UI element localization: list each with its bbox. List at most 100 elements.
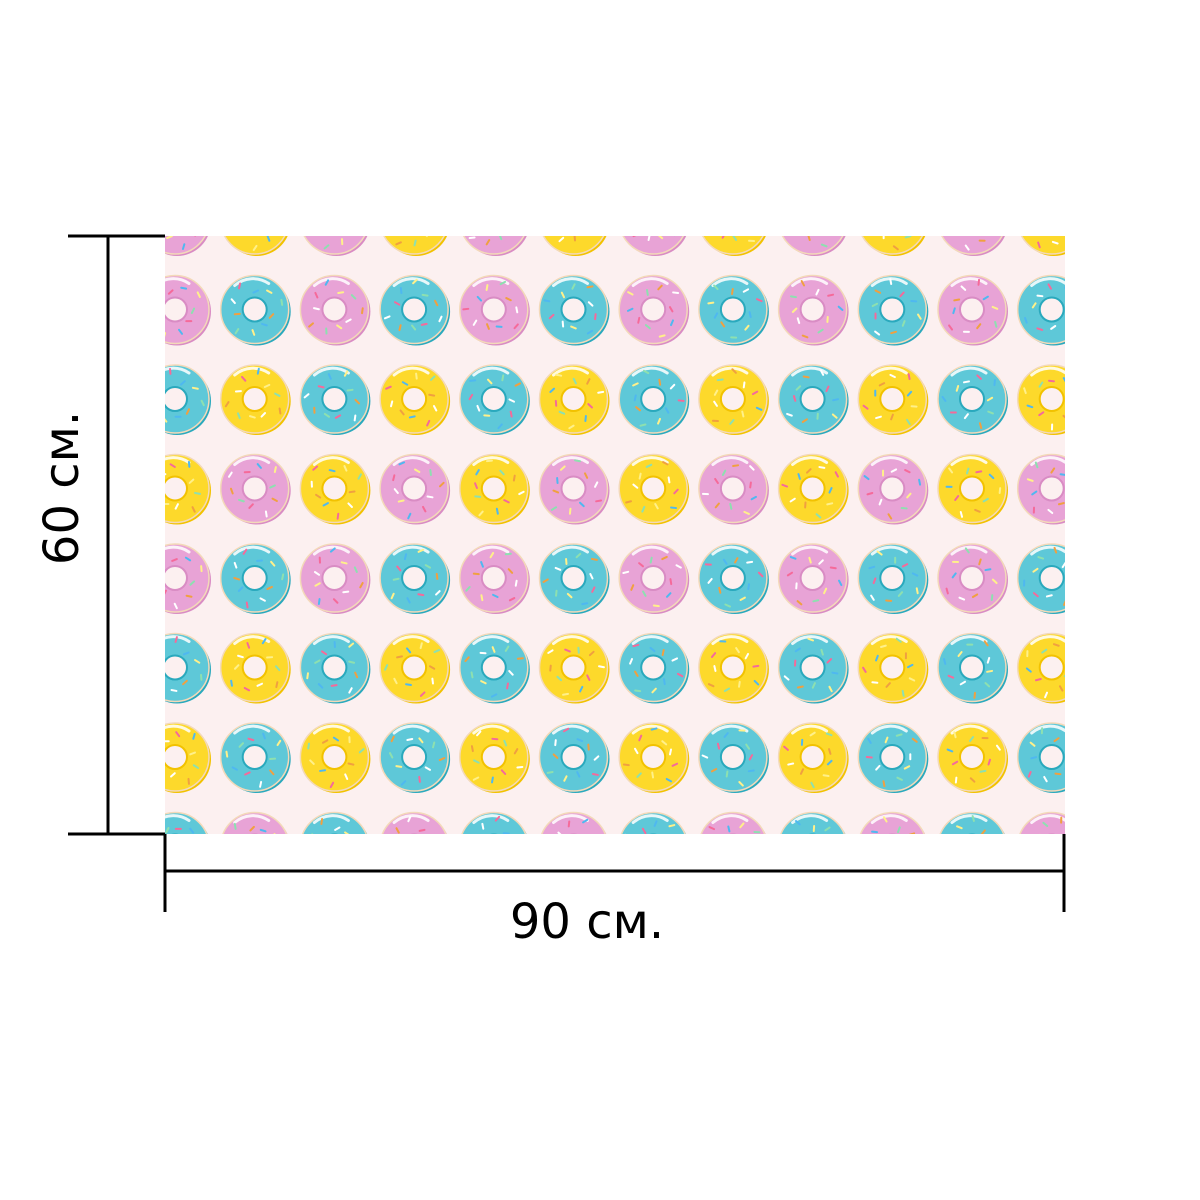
donut-icon: [698, 364, 769, 435]
donut-icon: [937, 453, 1008, 525]
donut-icon: [698, 722, 769, 793]
donut-icon: [461, 811, 527, 834]
donut-icon: [459, 543, 530, 614]
donut-icon: [937, 543, 1008, 614]
donut-icon: [857, 274, 929, 346]
donut-icon: [1020, 236, 1065, 256]
donut-icon: [702, 236, 766, 256]
donut-icon: [777, 364, 849, 435]
donut-icon: [165, 632, 211, 704]
donut-icon: [299, 274, 371, 346]
donut-icon: [700, 811, 766, 834]
donut-icon: [538, 453, 610, 525]
donut-icon: [165, 722, 211, 793]
donut-icon: [223, 236, 288, 256]
donut-icon: [1016, 364, 1065, 435]
donut-icon: [1019, 811, 1065, 834]
donut-icon: [219, 543, 291, 614]
donut-icon: [777, 543, 849, 614]
donut-icon: [299, 364, 371, 435]
donut-icon: [698, 453, 769, 525]
donut-icon: [622, 236, 687, 256]
donut-icon: [857, 364, 929, 435]
donut-icon: [781, 236, 846, 256]
donut-icon: [462, 236, 527, 256]
donut-icon: [165, 236, 208, 256]
donut-icon: [541, 811, 607, 834]
donut-icon: [165, 811, 208, 834]
donut-icon: [299, 453, 371, 525]
donut-icon: [538, 274, 610, 346]
width-dimension: [163, 834, 1066, 912]
width-label: 90 см.: [510, 894, 664, 950]
donut-icon: [459, 364, 530, 435]
donut-icon: [299, 543, 371, 614]
donut-icon: [937, 364, 1008, 435]
donut-icon: [857, 453, 929, 525]
donut-icon: [857, 722, 929, 793]
donut-icon: [165, 543, 211, 614]
donut-icon: [379, 543, 451, 614]
donut-icon: [698, 632, 769, 704]
donut-icon: [379, 274, 451, 346]
donut-icon: [777, 722, 849, 793]
donut-pattern-panel: [165, 236, 1065, 834]
donut-icon: [777, 453, 849, 525]
donut-icon: [698, 543, 769, 614]
donut-icon: [219, 722, 291, 793]
donut-icon: [222, 811, 288, 834]
donut-icon: [857, 543, 929, 614]
donut-icon: [937, 632, 1008, 704]
donut-icon: [618, 364, 690, 435]
donut-icon: [379, 453, 451, 525]
donut-icon: [538, 543, 610, 614]
donut-icon: [1016, 632, 1065, 704]
donut-icon: [538, 722, 610, 793]
height-label: 60 см.: [34, 411, 90, 565]
donut-icon: [538, 364, 610, 435]
donut-icon: [219, 274, 291, 346]
donut-icon: [618, 722, 690, 793]
donut-icon: [379, 364, 451, 435]
donut-icon: [381, 811, 447, 834]
donut-icon: [303, 236, 368, 256]
donut-icon: [780, 811, 846, 834]
donut-icon: [937, 722, 1008, 793]
donut-icon: [538, 632, 610, 704]
donut-icon: [861, 236, 926, 256]
donut-icon: [165, 274, 211, 346]
donut-icon: [459, 453, 530, 525]
donut-icon: [379, 632, 451, 704]
donut-icon: [937, 274, 1008, 346]
donut-icon: [379, 722, 451, 793]
donut-icon: [1016, 453, 1065, 525]
donut-icon: [299, 632, 371, 704]
donut-icon: [459, 722, 530, 793]
donut-icon: [299, 722, 371, 793]
panel-background: [165, 236, 1065, 834]
donut-icon: [1016, 543, 1065, 614]
donut-icon: [459, 274, 530, 346]
donut-icon: [777, 274, 849, 346]
donut-icon: [1016, 722, 1065, 793]
donut-icon: [618, 632, 690, 704]
donut-icon: [219, 364, 291, 435]
donut-icon: [620, 811, 686, 834]
donut-icon: [618, 274, 690, 346]
donut-icon: [618, 543, 690, 614]
donut-icon: [941, 236, 1005, 256]
donut-icon: [219, 632, 291, 704]
donut-icon: [618, 453, 690, 525]
donut-icon: [165, 364, 211, 435]
donut-icon: [459, 632, 530, 704]
height-dimension: [68, 234, 165, 836]
donut-icon: [857, 632, 929, 704]
donut-grid: [165, 236, 1065, 834]
donut-icon: [383, 236, 448, 256]
donut-icon: [219, 453, 291, 525]
donut-icon: [1016, 274, 1065, 346]
donut-icon: [698, 274, 769, 346]
donut-icon: [859, 811, 926, 834]
donut-icon: [542, 236, 607, 256]
